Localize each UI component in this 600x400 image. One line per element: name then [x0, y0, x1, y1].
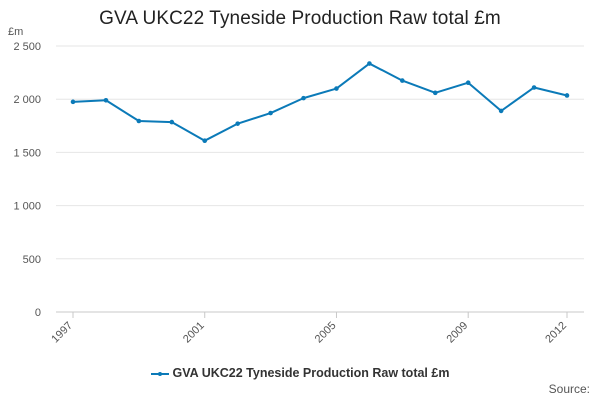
x-tick-label: 2001 [181, 320, 207, 346]
data-point [367, 61, 372, 66]
data-point [169, 119, 175, 125]
y-tick-label: 1 000 [13, 201, 41, 213]
series-line [72, 62, 568, 142]
data-point [531, 85, 537, 90]
x-tick-label: 2009 [445, 320, 471, 346]
data-point [334, 86, 339, 91]
data-point [202, 138, 208, 143]
x-tick-label: 1997 [49, 320, 75, 346]
x-tick-label: 2005 [313, 320, 339, 346]
legend-line-marker-icon [150, 368, 169, 380]
x-tick-label: 2012 [543, 320, 569, 346]
data-point [136, 118, 142, 124]
data-point [564, 93, 570, 98]
y-tick-label: 1 500 [13, 147, 41, 159]
legend-label: GVA UKC22 Tyneside Production Raw total … [172, 366, 450, 380]
y-tick-label: 500 [23, 254, 41, 266]
legend[interactable]: GVA UKC22 Tyneside Production Raw total … [0, 366, 600, 380]
data-point [432, 90, 438, 96]
data-point [400, 78, 405, 83]
data-point [498, 108, 504, 114]
y-tick-label: 0 [35, 307, 41, 319]
y-axis-unit-label: £m [8, 26, 24, 38]
y-tick-label: 2 500 [13, 41, 41, 53]
y-tick-label: 2 000 [13, 94, 41, 106]
data-point [301, 95, 306, 101]
data-point [103, 97, 109, 103]
source-label: Source: [548, 382, 590, 396]
chart-title: GVA UKC22 Tyneside Production Raw total … [99, 8, 501, 29]
data-point [235, 121, 240, 126]
data-point [268, 110, 273, 116]
data-point [70, 99, 76, 105]
data-point [465, 80, 471, 86]
